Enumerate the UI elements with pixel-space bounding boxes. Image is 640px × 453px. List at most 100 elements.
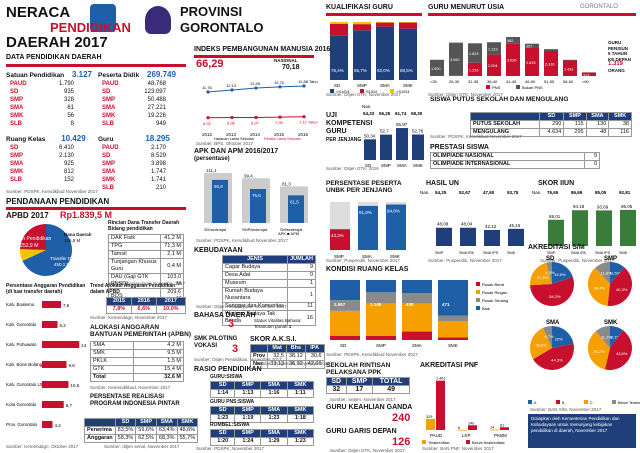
table-head-row: SD SMP SMA SMK [470,112,632,121]
table-head-row: Mat Bhs IPA [249,344,325,353]
usia-note-value: 1.319 [608,61,624,67]
usia-note-line-2: PENSIUN [608,45,629,51]
table-head-cell: TOTAL [372,377,410,386]
x-tick: SMA IPS [483,251,499,255]
pnf-bar [500,427,509,430]
x-tick: SMK [619,251,628,255]
table-cell-value: 1:24 [234,437,262,446]
unbk-source: Sumber: Puspendik, November 2017 [326,258,400,263]
usia-bar [525,43,539,48]
province-line-1: PROVINSI [180,4,243,19]
kv-key: SMA [10,105,24,111]
data-pendidikan-title: DATA PENDIDIKAN DAERAH [6,54,102,61]
ipm-point [302,115,306,119]
table-head-row: SD SMP SMA SMK [84,418,199,427]
kv-key: SD [10,89,19,95]
table-row: PKLK 1,5 M [89,357,184,366]
iiun-source: Sumber: Puspendik, November 2017 [540,258,614,263]
table-row: Warisan Budaya Tak Benda 16 [221,310,316,326]
pie-slice-label: 19,8% [554,272,566,277]
unbk-x-tick: SMP [334,254,344,259]
pendanaan-title: PENDANAAN PENDIDIKAN [6,197,110,206]
table-row: 1:14 1:13 1:16 1:11 [209,389,315,398]
bar [460,227,476,246]
kual-x-tick: SMP [357,83,367,88]
pip-table: SD SMP SMA SMK Penerima 83,5% 59,6% 63,4% 48,6% A… [84,418,199,443]
table-cell-value: 116 [608,128,632,137]
pnf-bar [426,418,435,430]
nas-value: 85,05 [595,190,607,195]
kual-legend-swatch [360,89,364,93]
ipm-label-top: 12,70 [274,80,285,85]
table-head-cell: 2016 [130,297,157,306]
district-value: 14,9 [81,343,86,348]
kondisi-bar [438,315,468,322]
district-label: Kota Gorontalo [6,402,37,407]
rintisan-title-1: SEKOLAH RINTISAN [326,362,391,369]
table-cell-value: 48 [585,128,610,137]
table-cell-value: 1:23 [209,414,236,423]
unbk-bar [358,205,378,250]
table-cell-label: PUTUS SEKOLAH [470,120,540,129]
district-bar [42,401,64,408]
table-cell-value: 295 [563,128,587,137]
pie-slice [595,262,610,284]
table-head-cell: SMA [585,112,610,121]
akr-legend-swatch [528,400,532,404]
pie-slice [543,326,552,348]
kv-value: 8 [70,121,74,127]
kondisi-x-tick: SMA [412,343,422,348]
pie-slice-label: 10,1% [609,335,621,340]
table-head-row: 2015 2016 2017 [106,297,187,306]
slice-value-dana: 136,5 M [64,238,81,243]
pie-slice [546,262,552,284]
apk-x-tick: SMP/sederajat [242,228,268,232]
pie-slice [588,267,610,306]
hasil-un-title: HASIL UN [426,180,459,187]
table-head-cell: SMK [176,418,199,427]
table-cell-value: 290 [538,120,565,129]
apk-chart: 111,1 95,8 SD/sederajat 99,4 75,6 SMP/sederaj… [204,168,308,235]
table-head-cell: SMP [563,112,587,121]
usia-bar-label: 3.026 [507,59,517,63]
x-tick: SMP [435,251,444,255]
kv-key: SLB [102,121,114,127]
apk-bar-label: 111,1 [206,168,217,173]
apk-bar-label: 99,4 [244,173,253,178]
table-cell-label: SMA [89,341,135,350]
guru-label: Guru [98,136,114,143]
kv-key: SMP [10,153,24,159]
ipm-point [254,115,258,120]
pie-slice [607,267,632,306]
usia-chart: 1.500 <26 3.060 26-30 1.226 1.803 31-35 2.004 1.… [430,37,596,90]
slice-label-dana: Dana Daerah [64,232,92,237]
apbd-label: APBD 2017 [6,211,49,220]
persen-anggaran-title-2: (di luar transfer daerah) [6,289,63,295]
rintisan-source: Sumber: Setjen, November 2017 [330,397,396,402]
usia-note-line-4: KE DEPAN [608,56,631,62]
iiun-chart: Nas. 69,01 76,65 SMP 94,18 86,69 SMA IPA 93,69 8… [532,190,636,255]
ipm-x-tick: 2014 [250,132,261,137]
section-bar [326,13,422,16]
pendanaan-pie: Non Pendidikan 1.252,9 M Dana Daerah 136… [16,224,92,276]
bahasa-title: BAHASA DAERAH [194,312,256,319]
kondisi-bar [402,303,432,332]
table-cell-label: Museum [221,279,289,288]
pie-slice-label: 36,4% [593,286,605,291]
pnf-source: Sumber: BAN PNF, November 2017 [422,446,494,451]
kv-row: PAUD 1.790 [10,80,74,88]
usia-bar-label: 357 [526,45,532,49]
table-cell-value: 32,5 [267,352,287,361]
rintisan-title: SEKOLAH RINTISAN PELAKSANA PPK [326,362,390,376]
kv-row: SMA 925 [10,160,74,168]
kv-key: SMK [102,113,116,119]
table-cell-value: 71,3 M [160,242,184,251]
usia-bar [506,43,520,76]
pie-slice [20,224,46,250]
table-row: Tamsil 2,1 M [107,250,184,259]
kual-legend-swatch [330,89,334,93]
kv-row: SMK 19.226 [102,112,166,120]
usia-region: GORONTALO [580,4,618,10]
table-head-cell: SD [326,377,347,386]
rintisan-title-2: PELAKSANA PPK [326,369,382,376]
